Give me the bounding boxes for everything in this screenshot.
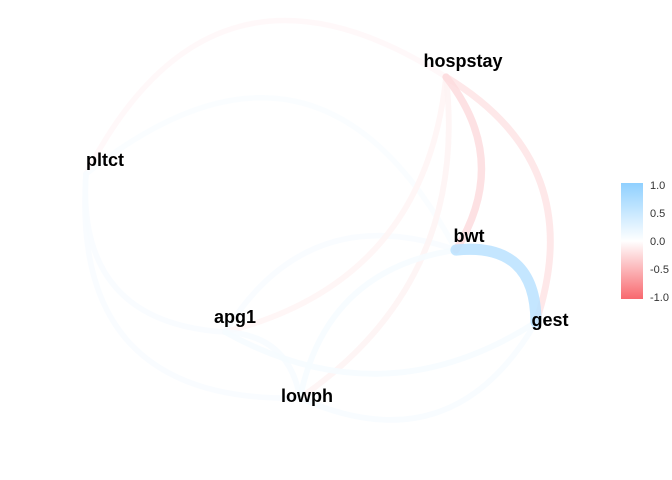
edge-pltct-bwt: [83, 95, 459, 253]
edge-hospstay-bwt: [442, 73, 486, 254]
legend-colorbar: [621, 183, 643, 299]
edge-bwt-gest: [450, 243, 542, 328]
edge-hospstay-apg1: [222, 74, 449, 335]
node-label-apg1: apg1: [214, 307, 256, 327]
legend-tick-label: -0.5: [650, 264, 669, 276]
edge-layer: [82, 17, 554, 423]
edge-gest-lowph: [297, 319, 539, 423]
edge-hospstay-gest: [442, 73, 554, 326]
node-label-layer: hospstay pltct bwt apg1 gest lowph: [86, 51, 569, 406]
legend-ticks: 1.0 0.5 0.0 -0.5 -1.0: [643, 180, 669, 304]
legend-tick-label: 0.0: [650, 236, 665, 248]
node-label-hospstay: hospstay: [423, 51, 502, 71]
node-label-pltct: pltct: [86, 150, 124, 170]
edge-bwt-apg1: [222, 232, 459, 335]
node-label-lowph: lowph: [281, 386, 333, 406]
edge-hospstay-pltct: [83, 17, 449, 177]
legend-tick-label: 0.5: [650, 208, 665, 220]
legend-tick-label: 1.0: [650, 180, 665, 192]
node-label-bwt: bwt: [454, 226, 485, 246]
legend-tick-label: -1.0: [650, 292, 669, 304]
edge-gest-apg1: [222, 319, 539, 377]
edge-pltct-lowph: [82, 171, 303, 401]
legend: 1.0 0.5 0.0 -0.5 -1.0: [621, 180, 669, 304]
node-label-gest: gest: [531, 310, 568, 330]
edge-apg1-lowph: [222, 329, 303, 401]
